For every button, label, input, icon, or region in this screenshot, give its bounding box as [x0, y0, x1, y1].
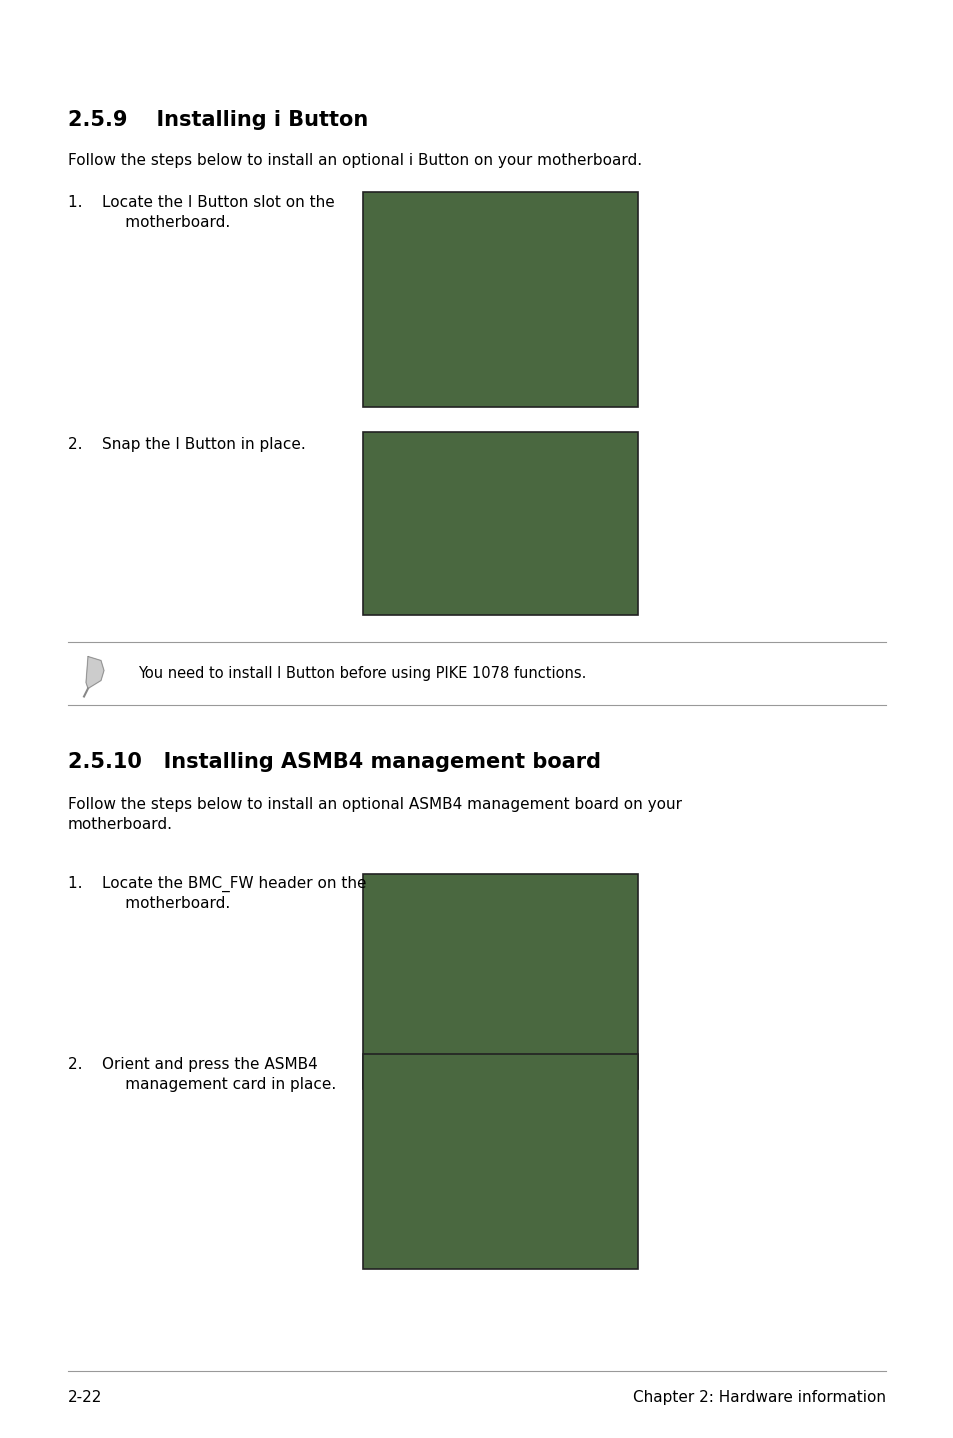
Text: 2.5.10   Installing ASMB4 management board: 2.5.10 Installing ASMB4 management board [68, 752, 600, 772]
Text: 1.    Locate the BMC_FW header on the: 1. Locate the BMC_FW header on the [68, 876, 366, 892]
Bar [363, 1054, 638, 1268]
Bar [363, 193, 638, 407]
Text: 2.    Orient and press the ASMB4: 2. Orient and press the ASMB4 [68, 1057, 317, 1071]
Polygon shape [86, 657, 104, 689]
Bar [363, 431, 638, 615]
Text: Chapter 2: Hardware information: Chapter 2: Hardware information [633, 1391, 885, 1405]
Text: management card in place.: management card in place. [96, 1077, 335, 1091]
Text: motherboard.: motherboard. [96, 216, 230, 230]
Text: 2.    Snap the I Button in place.: 2. Snap the I Button in place. [68, 437, 305, 452]
Text: Follow the steps below to install an optional i Button on your motherboard.: Follow the steps below to install an opt… [68, 152, 641, 168]
Text: 1.    Locate the I Button slot on the: 1. Locate the I Button slot on the [68, 196, 335, 210]
Text: 2-22: 2-22 [68, 1391, 102, 1405]
Text: You need to install I Button before using PIKE 1078 functions.: You need to install I Button before usin… [138, 666, 586, 682]
Text: Follow the steps below to install an optional ASMB4 management board on your: Follow the steps below to install an opt… [68, 797, 681, 812]
Text: motherboard.: motherboard. [68, 817, 172, 833]
Text: 2.5.9    Installing i Button: 2.5.9 Installing i Button [68, 109, 368, 129]
Text: motherboard.: motherboard. [96, 896, 230, 912]
Bar [363, 874, 638, 1089]
